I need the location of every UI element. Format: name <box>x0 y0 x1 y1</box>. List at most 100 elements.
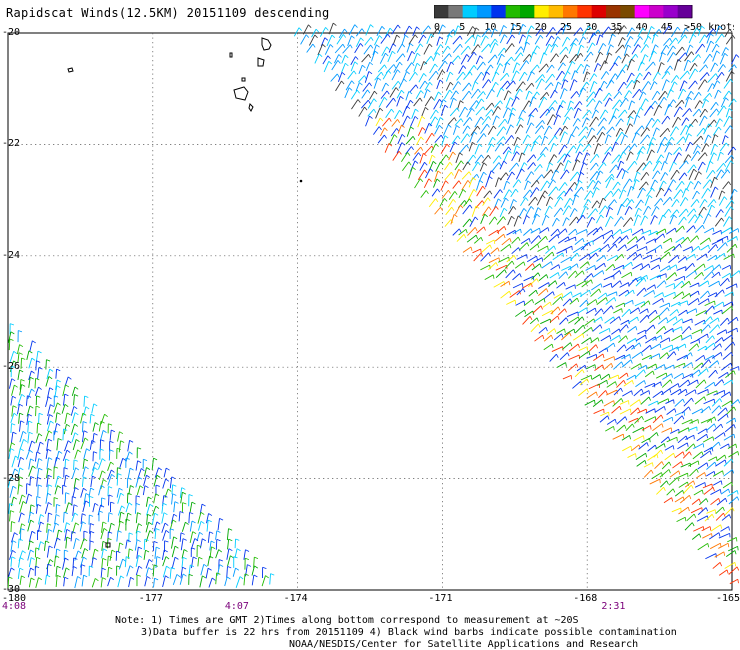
wind-barb <box>561 36 568 47</box>
wind-barb-flag <box>31 388 35 392</box>
wind-barb <box>579 289 590 298</box>
wind-barb <box>601 152 609 163</box>
wind-barb <box>711 264 720 272</box>
wind-barb <box>712 343 721 351</box>
wind-barb <box>64 522 67 533</box>
wind-barb <box>189 531 194 544</box>
wind-barb-flag <box>651 149 655 153</box>
wind-barb-flag <box>631 72 635 77</box>
wind-barb <box>509 290 520 298</box>
wind-barb <box>662 416 673 423</box>
wind-barb-flag <box>650 142 655 146</box>
wind-barb-flag <box>472 154 476 159</box>
wind-barb <box>18 494 23 505</box>
wind-barb <box>458 228 467 236</box>
wind-barb <box>387 51 393 63</box>
wind-barb <box>617 81 625 92</box>
wind-barb <box>564 187 571 197</box>
wind-barb <box>640 300 649 308</box>
wind-barb-flag <box>704 472 707 477</box>
wind-barb <box>582 143 590 152</box>
wind-barb <box>107 474 112 486</box>
wind-barb <box>504 43 513 53</box>
wind-barb <box>435 117 441 128</box>
wind-barb-flag <box>36 496 41 499</box>
wind-barb-flag <box>500 100 503 105</box>
wind-barb-flag <box>600 316 603 321</box>
wind-barb <box>669 214 675 225</box>
wind-barb <box>63 424 67 435</box>
wind-barb-flag <box>409 43 414 47</box>
wind-barb <box>715 209 722 218</box>
wind-barb <box>28 440 33 452</box>
wind-barb <box>644 416 656 423</box>
wind-barb-flag <box>604 60 608 64</box>
wind-barb <box>499 72 508 81</box>
wind-barb <box>209 540 212 551</box>
island-outline <box>67 67 74 73</box>
wind-barb <box>600 335 611 342</box>
wind-barb <box>664 445 674 451</box>
wind-barb-flag <box>411 146 414 151</box>
wind-barb <box>392 34 398 45</box>
wind-barb <box>549 353 557 362</box>
wind-barb-flag <box>617 27 621 32</box>
wind-barb <box>717 151 721 161</box>
wind-barb <box>604 134 609 144</box>
wind-barb <box>663 237 672 244</box>
wind-barb-flag <box>596 153 600 158</box>
wind-barb-flag <box>597 337 600 342</box>
wind-barb <box>660 436 669 444</box>
wind-barb <box>35 360 37 371</box>
wind-barb-flag <box>719 264 722 269</box>
wind-barb-flag <box>119 542 124 546</box>
wind-barb-flag <box>29 405 34 409</box>
wind-barb-flag <box>496 115 500 119</box>
wind-barb-flag <box>83 556 87 560</box>
wind-barb <box>522 215 527 225</box>
wind-barb-flag <box>74 423 78 427</box>
wind-barb <box>47 387 51 399</box>
wind-barb-flag <box>457 135 461 140</box>
wind-barb-flag <box>101 497 106 500</box>
wind-barb <box>145 496 149 507</box>
wind-barb-flag <box>481 71 485 76</box>
wind-barb-flag <box>110 577 114 581</box>
wind-barb <box>409 71 416 82</box>
wind-barb-flag <box>650 425 652 430</box>
wind-barb <box>705 40 712 53</box>
wind-barb-flag <box>690 181 694 185</box>
wind-barb <box>592 234 604 242</box>
wind-barb <box>405 100 411 109</box>
wind-barb-flag <box>701 451 704 456</box>
wind-barb-flag <box>524 71 528 76</box>
wind-barb <box>701 526 711 532</box>
wind-barb <box>269 573 271 585</box>
wind-barb <box>550 306 559 315</box>
wind-barb-flag <box>57 485 62 489</box>
wind-barb <box>660 172 666 181</box>
wind-barb <box>569 297 578 305</box>
wind-barb-flag <box>677 477 680 482</box>
wind-barb-flag <box>62 484 67 487</box>
wind-barb-flag <box>21 394 26 398</box>
wind-barb <box>674 489 683 497</box>
wind-barb <box>36 458 40 469</box>
wind-barb <box>722 181 729 190</box>
wind-barb <box>17 568 21 579</box>
wind-barb-flag <box>54 395 59 398</box>
wind-barb-flag <box>643 380 646 385</box>
wind-barb-flag <box>692 263 695 268</box>
wind-barb-flag <box>597 180 602 184</box>
wind-barb <box>443 124 449 136</box>
wind-barb <box>135 566 140 576</box>
wind-barb-flag <box>688 326 692 331</box>
wind-barb-flag <box>731 70 735 75</box>
wind-barb-flag <box>687 507 690 512</box>
wind-barb <box>606 44 611 56</box>
wind-barb <box>546 64 553 73</box>
wind-barb-flag <box>708 237 711 242</box>
wind-barb-flag <box>732 469 735 474</box>
wind-barb-flag <box>30 567 35 571</box>
wind-barb <box>537 153 544 161</box>
